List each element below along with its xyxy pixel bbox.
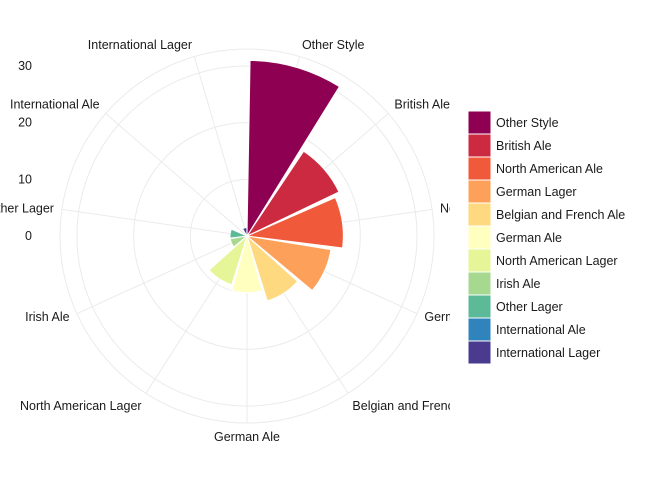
- bar-british-ale: [245, 150, 340, 238]
- legend-label: International Ale: [496, 323, 586, 337]
- bar-irish-ale: [229, 235, 249, 248]
- legend-label: Belgian and French Ale: [496, 208, 625, 222]
- legend: Other Style British Ale North American Ale…: [467, 110, 625, 365]
- legend-key: [467, 225, 492, 250]
- legend-label: German Lager: [496, 185, 577, 199]
- bar-german-ale: [231, 234, 263, 294]
- legend-key: [467, 317, 492, 342]
- legend-label: Other Lager: [496, 300, 563, 314]
- legend-label: Irish Ale: [496, 277, 541, 291]
- category-label: Other Style: [302, 38, 365, 52]
- legend-label: International Lager: [496, 346, 600, 360]
- legend-label: North American Ale: [496, 162, 603, 176]
- category-label: German Lager: [424, 310, 505, 324]
- legend-key: [467, 340, 492, 365]
- radial-tick-label: 30: [18, 59, 32, 73]
- bar-belgian-and-french-ale: [245, 234, 299, 302]
- radial-tick-label: 20: [18, 116, 32, 130]
- bar-north-american-ale: [245, 196, 344, 249]
- category-label: Belgian and French Ale: [352, 399, 481, 413]
- grid-spoke: [61, 208, 248, 237]
- legend-key: [467, 248, 492, 273]
- category-label: International Lager: [88, 38, 192, 52]
- legend-label: North American Lager: [496, 254, 618, 268]
- category-label: Other Lager: [0, 201, 54, 215]
- bar-north-american-lager: [208, 234, 249, 286]
- legend-key: [467, 156, 492, 181]
- legend-key: [467, 294, 492, 319]
- category-label: North American Lager: [20, 399, 142, 413]
- bar-other-style: [246, 59, 341, 238]
- grid-spoke: [193, 56, 248, 237]
- category-label: North American Ale: [440, 201, 547, 215]
- category-label: Irish Ale: [25, 310, 70, 324]
- category-labels: Other Style British Ale North American Ale…: [0, 38, 547, 444]
- category-label: International Ale: [10, 97, 100, 111]
- legend-key: [467, 110, 492, 135]
- category-label: German Ale: [214, 430, 280, 444]
- legend-key: [467, 202, 492, 227]
- category-label: British Ale: [394, 97, 450, 111]
- grid-spoke: [105, 113, 248, 237]
- grid-spoke: [76, 235, 248, 315]
- legend-key: [467, 271, 492, 296]
- bar-other-lager: [229, 228, 249, 239]
- legend-label: British Ale: [496, 139, 552, 153]
- bar-international-lager: [241, 226, 248, 238]
- radial-tick-label: 0: [25, 229, 32, 243]
- legend-key: [467, 179, 492, 204]
- legend-label: Other Style: [496, 116, 559, 130]
- legend-label: German Ale: [496, 231, 562, 245]
- bar-german-lager: [245, 235, 332, 292]
- legend-key: [467, 133, 492, 158]
- bars: [208, 59, 344, 302]
- radial-axis-ticks: 0 10 20 30: [18, 59, 32, 243]
- radial-tick-label: 10: [18, 172, 32, 186]
